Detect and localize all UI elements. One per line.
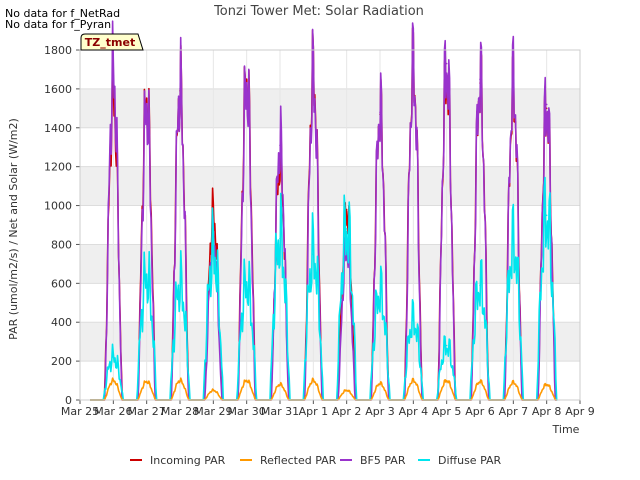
data-point [179,284,181,287]
x-tick-label: Apr 1 [299,405,329,418]
data-point [179,88,181,90]
data-point [112,74,115,77]
y-tick-label: 1200 [44,161,72,174]
grid-band [80,88,580,128]
data-point [479,284,481,287]
data-point [545,214,548,217]
data-point [145,107,148,110]
data-point [512,243,515,246]
legend-label: Incoming PAR [150,454,226,467]
data-point [412,319,415,322]
y-tick-label: 1000 [44,200,72,213]
x-tick-label: Apr 6 [465,405,495,418]
data-point [345,228,348,230]
x-tick-label: Mar 31 [261,405,299,418]
data-point [312,253,315,255]
x-tick-label: Mar 27 [128,405,166,418]
data-point [279,237,281,240]
data-point [445,379,448,382]
data-point [112,356,115,359]
tz-badge-box [80,33,144,51]
data-point [445,62,448,65]
y-tick-label: 1400 [44,122,72,135]
data-point [379,292,381,294]
data-point [145,380,148,383]
data-point [212,251,215,254]
x-tick-label: Apr 9 [565,405,595,418]
y-tick-labels: 0 200 400 600 800 1000 1200 1400 1600 1800 [44,44,72,407]
plot-frame [79,49,581,401]
data-point [245,80,248,82]
data-point [312,379,315,382]
plot-bands [80,50,580,400]
x-tick-label: Mar 28 [161,405,199,418]
data-point [512,381,515,384]
data-point [145,276,148,279]
y-tick-label: 0 [65,394,72,407]
data-point [479,380,481,383]
data-point [445,344,448,347]
grid-band [80,244,580,284]
grid-band [80,322,580,362]
y-tick-label: 1800 [44,44,72,57]
legend-label: Diffuse PAR [438,454,502,467]
x-axis-label: Time [552,423,580,436]
y-axis-label: PAR (umol/m2/s) / Net and Solar (W/m2) [7,118,20,340]
legend: Incoming PAR Reflected PAR BF5 PAR Diffuse … [130,454,502,467]
data-point [412,379,415,382]
legend-label: BF5 PAR [360,454,406,467]
tz-badge: TZ_tmet [80,33,144,51]
data-point [112,379,115,382]
y-tick-label: 400 [51,316,72,329]
y-tick-label: 1600 [44,83,72,96]
x-tick-label: Apr 5 [432,405,462,418]
data-point [245,84,248,86]
data-point [345,208,348,211]
y-tick-label: 600 [51,277,72,290]
x-tick-label: Apr 4 [399,405,429,418]
tz-badge-label: TZ_tmet [85,36,135,49]
data-point [479,78,481,80]
no-data-note-pyran: No data for f_Pyran [5,18,112,31]
x-tick-label: Apr 7 [499,405,529,418]
data-point [512,82,515,84]
data-point [412,68,415,71]
data-point [379,382,381,385]
chart-title: Tonzi Tower Met: Solar Radiation [213,4,424,19]
x-tick-label: Mar 25 [61,405,99,418]
data-point [245,282,248,285]
x-tick-label: Mar 29 [194,405,232,418]
data-point [179,379,181,382]
y-tick-label: 200 [51,355,72,368]
x-tick-label: Apr 2 [332,405,362,418]
x-tick-label: Mar 30 [228,405,266,418]
y-tick-label: 800 [51,238,72,251]
plot-axes [76,49,581,404]
grid-band [80,166,580,206]
data-point [379,111,381,114]
x-tick-label: Apr 3 [365,405,395,418]
no-data-note-netrad: No data for f_NetRad [5,7,121,20]
legend-label: Reflected PAR [260,454,337,467]
data-point [345,389,348,392]
data-point [245,379,248,382]
data-point [545,103,548,106]
data-point [279,383,281,386]
data-point [312,78,315,80]
data-point [212,389,215,392]
x-tick-label: Mar 26 [94,405,132,418]
data-point [545,383,548,386]
x-tick-label: Apr 8 [532,405,562,418]
data-point [279,144,281,147]
